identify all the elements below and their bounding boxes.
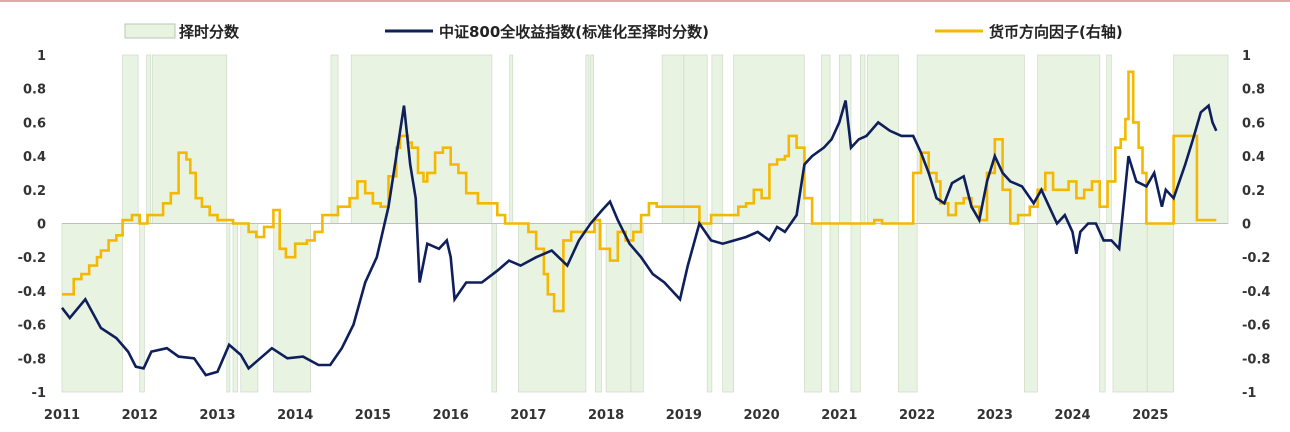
timing-score-bar	[661, 54, 685, 224]
y-tick-label-right: -0.6	[1242, 319, 1270, 334]
y-tick-label-right: 0.8	[1242, 83, 1265, 98]
legend-label-csi800: 中证800全收益指数(标准化至择时分数)	[439, 23, 709, 41]
legend-swatch-timing-score	[124, 23, 176, 39]
y-tick-label-right: 0.4	[1242, 150, 1265, 165]
y-tick-label-left: 0.4	[23, 150, 46, 165]
timing-score-bar	[350, 54, 493, 224]
timing-score-bar	[1099, 223, 1106, 393]
y-tick-label-right: 0	[1242, 218, 1251, 233]
y-tick-label-left: 0.6	[23, 116, 46, 131]
y-tick-label-right: -1	[1242, 386, 1256, 401]
y-tick-label-left: -0.8	[18, 352, 46, 367]
x-tick-label: 2016	[433, 408, 469, 423]
y-tick-label-left: -1	[32, 386, 46, 401]
timing-score-bar	[330, 54, 339, 224]
legend: 择时分数 中证800全收益指数(标准化至择时分数) 货币方向因子(右轴)	[124, 23, 1123, 41]
x-axis: 2011 2012 2013 2014 2015 2016 2017 2018 2019 2020…	[44, 408, 1168, 423]
x-tick-label: 2011	[44, 408, 80, 423]
timing-score-bar	[590, 54, 594, 224]
y-axis-right: 1 0.8 0.6 0.4 0.2 0 -0.2 -0.4 -0.6 -0.8 -1	[1242, 49, 1270, 401]
timing-score-bar	[151, 54, 228, 224]
timing-score-bar	[821, 54, 831, 224]
timing-score-bar	[585, 54, 590, 224]
x-tick-label: 2025	[1132, 408, 1168, 423]
x-tick-label: 2015	[355, 408, 391, 423]
timing-score-bar	[1037, 54, 1101, 224]
x-tick-label: 2023	[977, 408, 1013, 423]
x-tick-label: 2021	[821, 408, 857, 423]
legend-label-timing-score: 择时分数	[179, 23, 240, 41]
timing-score-area	[61, 54, 1229, 393]
y-axis-left: 1 0.8 0.6 0.4 0.2 0 -0.2 -0.4 -0.6 -0.8 -1	[18, 49, 46, 401]
timing-score-bar	[509, 54, 514, 224]
timing-score-bar	[866, 54, 899, 224]
timing-score-bar	[122, 54, 139, 224]
timing-score-bar	[1112, 223, 1148, 393]
timing-score-bar	[1146, 223, 1174, 393]
x-tick-label: 2020	[744, 408, 780, 423]
timing-score-bar	[722, 223, 734, 393]
y-tick-label-right: 0.6	[1242, 116, 1265, 131]
timing-score-bar	[706, 223, 713, 393]
x-tick-label: 2019	[666, 408, 702, 423]
timing-score-bar	[61, 223, 123, 393]
timing-score-bar	[226, 223, 231, 393]
timing-score-bar	[232, 223, 238, 393]
x-tick-label: 2022	[899, 408, 935, 423]
x-tick-label: 2014	[277, 408, 313, 423]
timing-score-bar	[1024, 223, 1038, 393]
legend-label-money-factor: 货币方向因子(右轴)	[989, 23, 1123, 41]
y-tick-label-right: 1	[1242, 49, 1251, 64]
y-tick-label-left: 0.8	[23, 83, 46, 98]
timing-score-bar	[850, 223, 861, 393]
y-tick-label-right: -0.4	[1242, 285, 1270, 300]
y-tick-label-left: 0	[37, 218, 46, 233]
y-tick-label-left: -0.2	[18, 251, 46, 266]
y-tick-label-left: 0.2	[23, 184, 46, 199]
timing-score-bar	[829, 223, 839, 393]
y-tick-label-left: -0.4	[18, 285, 46, 300]
y-tick-label-right: -0.2	[1242, 251, 1270, 266]
timing-score-bar	[1173, 54, 1229, 224]
y-tick-label-right: 0.2	[1242, 184, 1265, 199]
x-tick-label: 2017	[510, 408, 546, 423]
timing-score-bar	[491, 223, 497, 393]
timing-score-bar	[804, 223, 822, 393]
x-tick-label: 2024	[1054, 408, 1090, 423]
x-tick-label: 2012	[122, 408, 158, 423]
timing-score-bar	[683, 54, 708, 224]
series-line-csi800	[60, 100, 1218, 377]
x-tick-label: 2013	[199, 408, 235, 423]
timing-score-bar	[898, 223, 918, 393]
series-line-money-factor	[62, 70, 1217, 313]
timing-score-bar	[146, 54, 151, 224]
x-tick-label: 2018	[588, 408, 624, 423]
y-tick-label-left: -0.6	[18, 319, 46, 334]
timing-score-bar	[711, 54, 724, 224]
y-tick-label-left: 1	[37, 49, 46, 64]
y-tick-label-right: -0.8	[1242, 352, 1270, 367]
